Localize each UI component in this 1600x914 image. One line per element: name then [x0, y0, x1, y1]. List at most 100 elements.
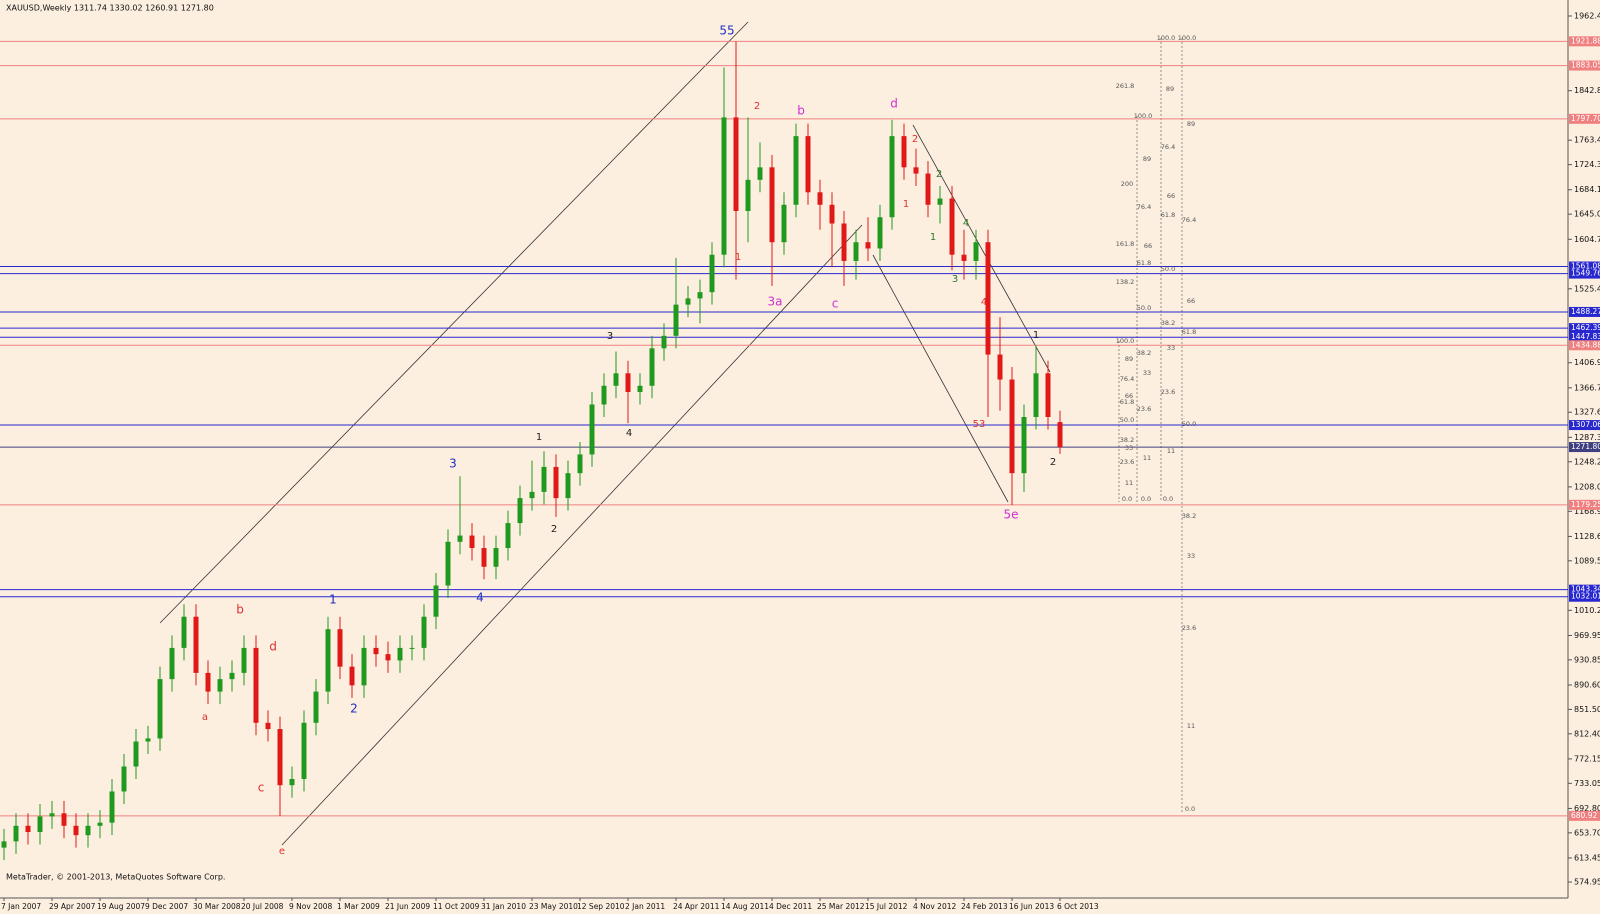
candle-body [169, 647, 175, 680]
y-tick-label: 1724.35 [1574, 160, 1600, 169]
candle-body [469, 535, 475, 549]
fib-label: 50.0 [1161, 265, 1175, 273]
y-tick-label: 1962.45 [1574, 12, 1600, 21]
candle-body [769, 167, 775, 243]
candle-body [613, 373, 619, 386]
y-tick-label: 733.05 [1574, 779, 1600, 788]
candle-body [445, 541, 451, 586]
wave-label: 4 [626, 428, 632, 439]
level-label-box [1569, 591, 1600, 602]
wave-label: c [258, 781, 265, 795]
x-tick-label: 12 Sep 2010 [577, 902, 625, 911]
fib-label: 11 [1125, 479, 1133, 487]
fib-label: 61.8 [1137, 259, 1151, 267]
x-tick-label: 24 Feb 2013 [961, 902, 1008, 911]
fib-label: 38.2 [1161, 319, 1175, 327]
candle-body [205, 672, 211, 692]
candle-body [49, 813, 55, 817]
fib-label: 66 [1187, 297, 1195, 305]
fib-label: 100.0 [1178, 34, 1197, 42]
wave-label: 2 [936, 169, 942, 180]
level-label: 1447.83 [1571, 332, 1600, 341]
candle-body [1045, 373, 1051, 417]
fib-label: 89 [1125, 355, 1133, 363]
candle-body [961, 254, 967, 261]
fib-label: 200 [1121, 180, 1133, 188]
fib-label: 66 [1144, 242, 1152, 250]
fib-label: 100.0 [1116, 337, 1135, 345]
candle-body [817, 192, 823, 205]
candle-body [721, 117, 727, 255]
candle-body [1057, 422, 1063, 448]
fib-label: 23.6 [1120, 458, 1134, 466]
wave-label: 4 [981, 297, 987, 308]
candle-body [289, 778, 295, 786]
candle-body [697, 292, 703, 299]
fib-label: 11 [1167, 447, 1175, 455]
candle-body [301, 722, 307, 779]
candle-body [481, 548, 487, 567]
level-label: 1797.70 [1571, 114, 1600, 123]
wave-label: 1 [329, 593, 337, 607]
wave-label: a [202, 712, 208, 723]
fib-label: 61.8 [1120, 398, 1134, 406]
x-tick-label: 4 Dec 2011 [769, 902, 812, 911]
candle-body [685, 298, 691, 305]
y-tick-label: 692.80 [1574, 804, 1600, 813]
y-tick-label: 1645.00 [1574, 210, 1600, 219]
candle-body [349, 666, 355, 686]
fib-label: 38.2 [1137, 349, 1151, 357]
wave-label: e [279, 846, 285, 857]
wave-label: 5e [1003, 508, 1018, 522]
y-tick-label: 1763.45 [1574, 136, 1600, 145]
candle-body [433, 585, 439, 617]
fib-label: 23.6 [1161, 388, 1175, 396]
level-label-box [1569, 340, 1600, 351]
level-label: 680.92 [1571, 811, 1597, 820]
fib-label: 100.0 [1157, 34, 1176, 42]
level-label-box [1569, 261, 1600, 272]
fib-label: 76.4 [1161, 143, 1175, 151]
candle-body [313, 691, 319, 723]
y-tick-label: 812.40 [1574, 729, 1600, 738]
candle-body [337, 629, 343, 667]
fib-label: 23.6 [1182, 624, 1196, 632]
candle-body [157, 679, 163, 739]
candle-body [841, 223, 847, 261]
wave-label: 2 [551, 524, 557, 535]
fib-lines [1118, 38, 1183, 812]
candle-body [913, 167, 919, 174]
y-tick-label: 1366.70 [1574, 383, 1600, 392]
candle-body [241, 647, 247, 673]
fib-label: 0.0 [1163, 495, 1173, 503]
level-label: 1549.76 [1571, 269, 1600, 278]
fib-label: 61.8 [1182, 328, 1196, 336]
level-label-box [1569, 810, 1600, 821]
candle-body [1021, 416, 1027, 474]
candle-body [757, 167, 763, 180]
trendline [159, 21, 749, 624]
fib-label: 33 [1143, 369, 1151, 377]
candle-body [73, 825, 79, 836]
candle-body [85, 825, 91, 836]
fib-label: 0.0 [1185, 805, 1195, 813]
candle-body [109, 791, 115, 823]
level-label: 1271.80 [1571, 442, 1600, 451]
wave-label: b [797, 104, 805, 118]
candle-body [529, 491, 535, 499]
wave-label: d [890, 97, 898, 111]
fib-label: 66 [1125, 392, 1133, 400]
candle-body [25, 825, 31, 833]
candle-body [361, 647, 367, 686]
y-tick-label: 772.15 [1574, 754, 1600, 763]
trendline [872, 254, 1009, 503]
y-tick-label: 653.70 [1574, 828, 1600, 837]
candle-body [97, 822, 103, 826]
level-label-box [1569, 268, 1600, 279]
candle-body [1033, 373, 1039, 417]
wave-label: 1 [1033, 330, 1039, 341]
level-label-box [1569, 499, 1600, 510]
y-tick-label: 1248.25 [1574, 457, 1600, 466]
x-tick-label: 19 Aug 2007 [97, 902, 145, 911]
level-label-box [1569, 323, 1600, 334]
